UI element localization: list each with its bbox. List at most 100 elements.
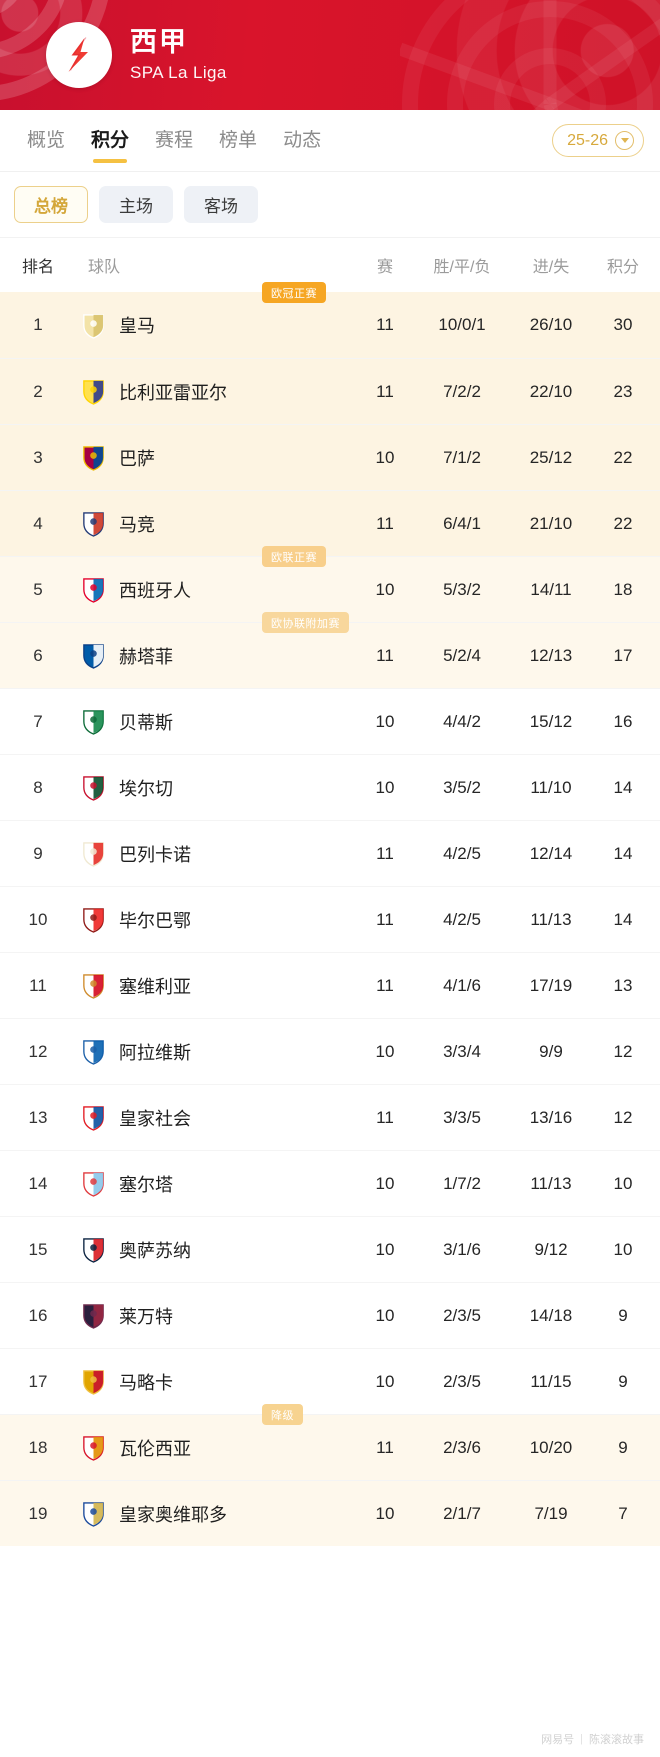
cell-team[interactable]: 皇家社会 xyxy=(76,1104,354,1131)
cell-wdl: 7/2/2 xyxy=(443,381,481,401)
cell-team[interactable]: 塞尔塔 xyxy=(76,1170,354,1197)
osasuna-crest-icon xyxy=(83,1238,104,1263)
tab-standings[interactable]: 积分 xyxy=(78,110,142,172)
team-name: 巴列卡诺 xyxy=(119,844,191,865)
table-row[interactable]: 欧协联附加赛 6 赫塔菲 11 5/2/4 12/13 17 xyxy=(0,612,660,688)
table-row[interactable]: 12 阿拉维斯 10 3/3/4 9/9 12 xyxy=(0,1018,660,1084)
table-row[interactable]: 17 马略卡 10 2/3/5 11/15 9 xyxy=(0,1348,660,1414)
cell-goals: 14/18 xyxy=(529,1305,573,1325)
table-row[interactable]: 9 巴列卡诺 11 4/2/5 12/14 14 xyxy=(0,820,660,886)
cell-points: 30 xyxy=(613,315,633,334)
cell-team[interactable]: 莱万特 xyxy=(76,1302,354,1329)
cell-team[interactable]: 巴萨 xyxy=(76,444,354,471)
watermark-separator: | xyxy=(580,1733,583,1745)
cell-points: 14 xyxy=(613,777,633,797)
cell-rank: 19 xyxy=(28,1503,48,1523)
cell-points: 9 xyxy=(618,1437,628,1457)
cell-rank: 12 xyxy=(28,1041,48,1061)
cell-team[interactable]: 皇家奥维耶多 xyxy=(76,1500,354,1527)
table-row[interactable]: 降级 18 瓦伦西亚 11 2/3/6 10/20 9 xyxy=(0,1404,660,1480)
nav-tab-list: 概览 积分 赛程 榜单 动态 xyxy=(14,110,334,172)
getafe-crest-icon xyxy=(83,644,104,669)
table-row[interactable]: 3 巴萨 10 7/1/2 25/12 22 xyxy=(0,424,660,490)
chevron-down-icon xyxy=(615,131,634,150)
rayo-vallecano-crest-icon xyxy=(83,842,104,867)
cell-team[interactable]: 贝蒂斯 xyxy=(76,708,354,735)
team-name: 塞尔塔 xyxy=(119,1174,173,1195)
season-selector[interactable]: 25-26 xyxy=(552,124,644,157)
filter-overall[interactable]: 总榜 xyxy=(14,186,88,223)
athletic-bilbao-crest-icon xyxy=(83,908,104,933)
tab-overview[interactable]: 概览 xyxy=(27,129,66,151)
cell-goals: 9/9 xyxy=(539,1041,563,1061)
team-name: 马略卡 xyxy=(119,1372,173,1393)
cell-wdl: 4/2/5 xyxy=(443,909,481,929)
cell-wdl: 4/2/5 xyxy=(443,843,481,863)
standings-filter-bar: 总榜 主场 客场 xyxy=(0,172,660,238)
cell-team[interactable]: 皇马 xyxy=(76,312,354,339)
header-team: 球队 xyxy=(88,259,121,276)
cell-points: 14 xyxy=(613,843,633,863)
tab-news[interactable]: 动态 xyxy=(283,129,322,151)
cell-team[interactable]: 赫塔菲 xyxy=(76,642,354,669)
table-row[interactable]: 13 皇家社会 11 3/3/5 13/16 12 xyxy=(0,1084,660,1150)
table-row[interactable]: 19 皇家奥维耶多 10 2/1/7 7/19 7 xyxy=(0,1480,660,1546)
cell-goals: 13/16 xyxy=(529,1107,573,1127)
league-hero-banner: 西甲 SPA La Liga xyxy=(0,0,660,110)
table-row[interactable]: 4 马竞 11 6/4/1 21/10 22 xyxy=(0,490,660,556)
cell-played: 10 xyxy=(375,1305,395,1325)
cell-points: 14 xyxy=(613,909,633,929)
cell-played: 11 xyxy=(376,381,394,401)
cell-points: 16 xyxy=(613,711,633,731)
cell-goals: 11/13 xyxy=(530,1173,572,1193)
cell-team[interactable]: 巴列卡诺 xyxy=(76,840,354,867)
cell-played: 11 xyxy=(376,1107,394,1127)
cell-rank: 5 xyxy=(33,579,43,599)
cell-goals: 25/12 xyxy=(529,447,573,467)
header-goals: 进/失 xyxy=(532,259,570,276)
cell-team[interactable]: 马竞 xyxy=(76,510,354,537)
filter-away[interactable]: 客场 xyxy=(184,186,258,223)
cell-wdl: 2/3/6 xyxy=(443,1437,481,1457)
cell-team[interactable]: 毕尔巴鄂 xyxy=(76,906,354,933)
table-row[interactable]: 14 塞尔塔 10 1/7/2 11/13 10 xyxy=(0,1150,660,1216)
table-row[interactable]: 2 比利亚雷亚尔 11 7/2/2 22/10 23 xyxy=(0,358,660,424)
cell-team[interactable]: 马略卡 xyxy=(76,1368,354,1395)
season-label: 25-26 xyxy=(567,131,608,149)
cell-goals: 11/13 xyxy=(530,909,572,929)
tab-leaders[interactable]: 榜单 xyxy=(219,129,258,151)
table-row[interactable]: 15 奥萨苏纳 10 3/1/6 9/12 10 xyxy=(0,1216,660,1282)
cell-team[interactable]: 塞维利亚 xyxy=(76,972,354,999)
table-row[interactable]: 11 塞维利亚 11 4/1/6 17/19 13 xyxy=(0,952,660,1018)
cell-team[interactable]: 埃尔切 xyxy=(76,774,354,801)
table-row[interactable]: 欧冠正赛 1 皇马 11 10/0/1 26/10 30 xyxy=(0,282,660,358)
cell-team[interactable]: 奥萨苏纳 xyxy=(76,1236,354,1263)
cell-team[interactable]: 西班牙人 xyxy=(76,576,354,603)
cell-goals: 12/13 xyxy=(529,645,573,665)
table-row[interactable]: 7 贝蒂斯 10 4/4/2 15/12 16 xyxy=(0,688,660,754)
team-name: 塞维利亚 xyxy=(119,976,191,997)
cell-played: 10 xyxy=(375,447,395,467)
hero-spoke-graphic xyxy=(400,0,660,110)
cell-goals: 22/10 xyxy=(529,381,573,401)
cell-team[interactable]: 瓦伦西亚 xyxy=(76,1434,354,1461)
table-row[interactable]: 8 埃尔切 10 3/5/2 11/10 14 xyxy=(0,754,660,820)
real-madrid-crest-icon xyxy=(83,313,104,339)
cell-points: 7 xyxy=(618,1503,628,1523)
watermark-author: 陈滚滚故事 xyxy=(589,1734,644,1746)
table-row[interactable]: 10 毕尔巴鄂 11 4/2/5 11/13 14 xyxy=(0,886,660,952)
cell-team[interactable]: 比利亚雷亚尔 xyxy=(76,378,354,405)
header-played: 赛 xyxy=(376,259,393,276)
team-name: 赫塔菲 xyxy=(119,646,173,667)
filter-home[interactable]: 主场 xyxy=(99,186,173,223)
tab-schedule[interactable]: 赛程 xyxy=(155,129,194,151)
table-row[interactable]: 欧联正赛 5 西班牙人 10 5/3/2 14/11 18 xyxy=(0,546,660,622)
cell-played: 11 xyxy=(376,315,394,334)
cell-rank: 16 xyxy=(28,1305,48,1325)
cell-team[interactable]: 阿拉维斯 xyxy=(76,1038,354,1065)
alaves-crest-icon xyxy=(83,1040,104,1065)
standings-table: 排名 球队 赛 胜/平/负 进/失 积分 欧冠正赛 1 皇马 11 10/0/1 26/1… xyxy=(0,238,660,1546)
cell-rank: 13 xyxy=(28,1107,48,1127)
table-row[interactable]: 16 莱万特 10 2/3/5 14/18 9 xyxy=(0,1282,660,1348)
